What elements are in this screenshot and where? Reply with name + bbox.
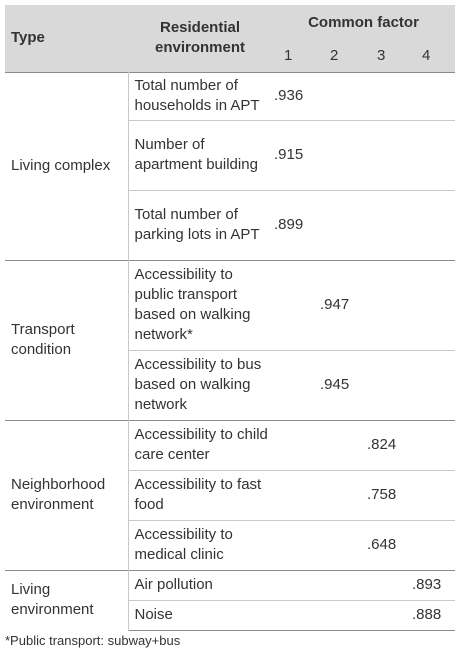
loading-cell — [318, 569, 365, 600]
loading-cell — [272, 259, 318, 350]
loading-cell — [410, 259, 456, 350]
loading-cell — [365, 189, 410, 260]
type-cell: Living environment — [5, 569, 129, 630]
loading-cell: .945 — [318, 349, 365, 420]
environment-cell: Accessibility to public transport based … — [128, 259, 272, 350]
environment-cell: Accessibility to child care center — [128, 419, 272, 470]
loading-cell — [365, 599, 410, 631]
environment-cell: Accessibility to medical clinic — [128, 519, 272, 570]
environment-cell: Accessibility to fast food — [128, 469, 272, 520]
loading-cell — [365, 349, 410, 420]
header-factor: 4 — [410, 40, 456, 72]
loading-cell — [272, 519, 318, 570]
table-row: Total number of parking lots in APT .899 — [5, 189, 456, 260]
loading-cell: .758 — [365, 469, 410, 520]
loading-cell — [272, 469, 318, 520]
table-row: Number of apartment building .915 — [5, 119, 456, 190]
loading-cell — [318, 519, 365, 570]
loading-cell — [410, 419, 456, 470]
header-common-factor: Common factor — [272, 5, 456, 40]
header-factor: 1 — [272, 40, 318, 72]
loading-cell: .899 — [272, 189, 318, 260]
loading-cell: .824 — [365, 419, 410, 470]
loading-cell — [410, 71, 456, 120]
loading-cell — [318, 71, 365, 120]
loading-cell — [318, 189, 365, 260]
header-factor: 2 — [318, 40, 365, 72]
loading-cell: .893 — [410, 569, 456, 600]
loading-cell — [318, 119, 365, 190]
loading-cell: .648 — [365, 519, 410, 570]
environment-cell: Air pollution — [128, 569, 272, 600]
environment-cell: Number of apartment building — [128, 119, 272, 190]
loading-cell — [272, 419, 318, 470]
loading-cell — [410, 189, 456, 260]
loading-cell — [365, 569, 410, 600]
type-cell: Transport condition — [5, 259, 129, 420]
loading-cell: .947 — [318, 259, 365, 350]
table-row: Noise .888 — [5, 599, 456, 631]
loading-cell — [365, 119, 410, 190]
loading-cell: .936 — [272, 71, 318, 120]
loading-cell — [272, 349, 318, 420]
loading-cell — [410, 349, 456, 420]
table-row: Living complex Total number of households… — [5, 71, 456, 260]
loading-cell — [410, 469, 456, 520]
loading-cell — [410, 119, 456, 190]
environment-cell: Total number of parking lots in APT — [128, 189, 272, 260]
loading-cell — [272, 569, 318, 600]
table-row: Neighborhood environment Accessibility to… — [5, 419, 456, 570]
loading-cell — [365, 259, 410, 350]
table-wrap: Type Residential environment Common fact… — [5, 5, 456, 631]
environment-cell: Noise — [128, 599, 272, 631]
header-type: Type — [5, 5, 128, 72]
loading-cell — [365, 71, 410, 120]
loading-cell: .888 — [410, 599, 456, 631]
table-row: Accessibility to bus based on walking ne… — [5, 349, 456, 420]
factor-table: Type Residential environment Common fact… — [5, 5, 456, 631]
table-row: Transport condition Accessibility to publ… — [5, 259, 456, 420]
table-row: Accessibility to fast food .758 — [5, 469, 456, 520]
header-factor: 3 — [365, 40, 410, 72]
table-row: Accessibility to medical clinic .648 — [5, 519, 456, 570]
environment-cell: Total number of households in APT — [128, 71, 272, 120]
loading-cell: .915 — [272, 119, 318, 190]
table-row: Living environment Air pollution .893 — [5, 569, 456, 630]
type-cell: Neighborhood environment — [5, 419, 129, 570]
loading-cell — [318, 469, 365, 520]
loading-cell — [410, 519, 456, 570]
loading-cell — [272, 599, 318, 631]
environment-cell: Accessibility to bus based on walking ne… — [128, 349, 272, 420]
loading-cell — [318, 419, 365, 470]
loading-cell — [318, 599, 365, 631]
type-cell: Living complex — [5, 71, 129, 260]
footnote: *Public transport: subway+bus — [5, 633, 181, 648]
header-environment: Residential environment — [128, 5, 272, 72]
